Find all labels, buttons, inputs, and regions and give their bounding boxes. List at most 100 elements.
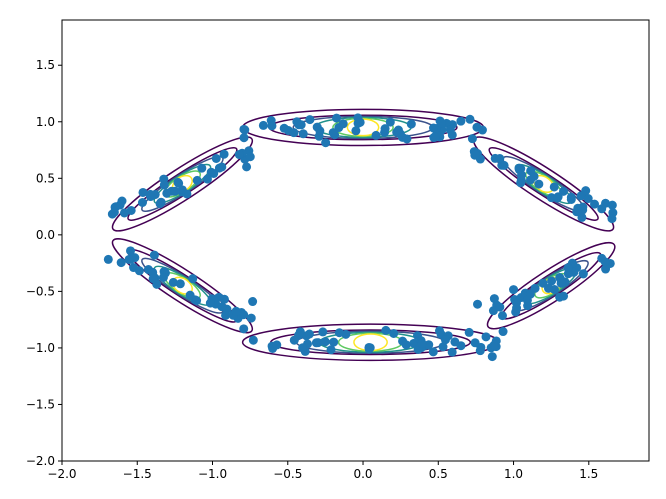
y-tick-label: 0.5 [36,171,55,185]
point-upper-right [471,150,480,159]
point-upper-left [156,199,165,208]
point-bottom [490,341,499,350]
point-upper-left [246,152,255,161]
point-upper-left [171,187,180,196]
point-upper-right [581,186,590,195]
point-lower-left [117,258,126,267]
point-lower-right [564,263,573,272]
point-upper-right [567,195,576,204]
point-top [372,131,381,140]
point-bottom [298,343,307,352]
point-upper-right [554,192,563,201]
point-lower-left [126,246,135,255]
point-lower-right [523,296,532,305]
point-top [381,124,390,133]
point-bottom [418,339,427,348]
point-bottom [465,328,474,337]
point-upper-right [526,175,535,184]
point-top [437,119,446,128]
point-upper-left [138,198,147,207]
point-upper-left [182,189,191,198]
point-lower-left [188,274,197,283]
point-upper-right [534,180,543,189]
point-lower-left [104,255,113,264]
point-lower-right [601,257,610,266]
point-upper-right [597,204,606,213]
point-upper-left [220,150,229,159]
point-lower-right [495,303,504,312]
point-bottom [471,338,480,347]
y-tick-label: 1.5 [36,58,55,72]
point-bottom [329,338,338,347]
point-lower-left [248,297,257,306]
point-upper-left [159,175,168,184]
point-bottom [482,332,491,341]
point-lower-left [206,299,215,308]
point-top [329,128,338,137]
point-lower-left [176,279,185,288]
point-lower-left [232,307,241,316]
point-bottom [290,336,299,345]
point-lower-right [512,304,521,313]
point-upper-left [110,208,119,217]
point-lower-left [149,274,158,283]
point-lower-right [473,300,482,309]
point-top [353,113,362,122]
point-upper-left [215,164,224,173]
point-lower-right [544,284,553,293]
point-lower-right [509,285,518,294]
point-top [446,125,455,134]
point-lower-right [557,279,566,288]
point-bottom [441,335,450,344]
point-bottom [429,347,438,356]
y-tick-label: −2.0 [26,454,55,468]
point-lower-left [214,293,223,302]
point-lower-left [135,266,144,275]
x-tick-label: 1.0 [504,467,523,481]
x-tick-label: −0.5 [273,467,302,481]
point-top [472,123,481,132]
point-lower-right [498,311,507,320]
point-top [407,120,416,129]
point-top [431,132,440,141]
point-lower-left [150,251,159,260]
point-bottom [402,340,411,349]
point-top [297,120,306,129]
y-tick-label: −0.5 [26,284,55,298]
point-lower-right [490,294,499,303]
point-bottom [249,336,258,345]
point-lower-left [186,291,195,300]
point-lower-left [217,302,226,311]
point-top [259,121,268,130]
point-top [315,126,324,135]
point-upper-left [242,162,251,171]
point-top [394,126,403,135]
point-top [468,134,477,143]
point-top [267,121,276,130]
point-top [305,115,314,124]
point-upper-right [572,207,581,216]
point-top [321,138,330,147]
point-bottom [321,337,330,346]
point-lower-left [159,273,168,282]
point-lower-left [125,255,134,264]
point-upper-left [173,178,182,187]
point-bottom [476,346,485,355]
point-top [456,117,465,126]
x-tick-label: −1.0 [198,467,227,481]
point-lower-left [221,311,230,320]
y-tick-label: 0.0 [36,228,55,242]
point-upper-right [550,182,559,191]
point-bottom [305,330,314,339]
point-bottom [488,352,497,361]
point-bottom [239,324,248,333]
x-tick-label: 1.5 [579,467,598,481]
x-tick-label: 0.0 [353,467,372,481]
point-bottom [335,328,344,337]
point-top [240,125,249,134]
point-lower-right [499,327,508,336]
point-upper-right [517,171,526,180]
point-bottom [448,348,457,357]
